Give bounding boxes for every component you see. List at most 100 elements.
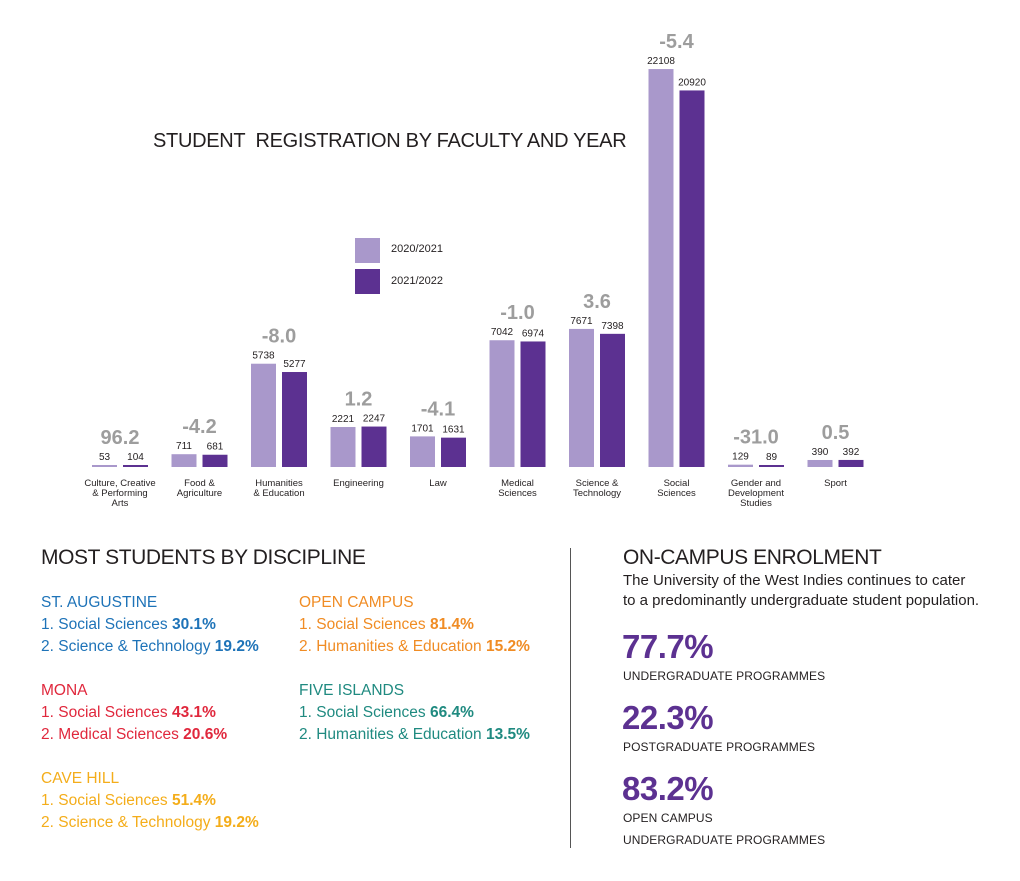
discipline-item: 1. Social Sciences 51.4% [41,792,216,809]
enrolment-intro: The University of the West Indies contin… [623,572,980,609]
stat-open-campus-label: OPEN CAMPUS UNDERGRADUATE PROGRAMMES [623,811,826,847]
bar-2020 [569,328,594,467]
discipline-item: 2. Science & Technology 19.2% [41,638,259,655]
bar-2020 [728,464,753,467]
category-label: Studies [740,498,772,509]
stat-undergraduate-value: 77.7% [622,628,714,665]
enrolment-heading: ON-CAMPUS ENROLMENT [623,546,882,569]
bar-2021 [759,465,784,467]
discipline-item: 2. Medical Sciences 20.6% [41,726,228,743]
category-label: Engineering [333,478,384,489]
category-label: Culture, Creative [84,478,155,489]
value-label-2021: 7398 [601,321,624,332]
value-label-2020: 390 [812,447,829,458]
value-label-2021: 20920 [678,77,706,88]
stat-postgraduate-value: 22.3% [622,699,714,736]
bar-2020 [648,69,674,467]
stat-postgraduate-label: POSTGRADUATE PROGRAMMES [623,740,816,754]
category-label: Science & [576,478,619,489]
chart-title: STUDENT REGISTRATION BY FACULTY AND YEAR [153,130,627,152]
campus-mona: MONA 1. Social Sciences 43.1% 2. Medical… [41,680,227,746]
bar-2021 [520,341,546,467]
bar-2020 [92,465,117,467]
value-label-2021: 1631 [442,425,465,436]
campus-st-augustine: ST. AUGUSTINE 1. Social Sciences 30.1% 2… [41,592,259,658]
campus-name: OPEN CAMPUS [299,594,414,611]
bar-2021 [838,459,864,467]
discipline-item: 2. Humanities & Education 13.5% [299,726,530,743]
legend-label-2021: 2021/2022 [391,275,443,287]
value-label-2020: 53 [99,452,111,463]
bar-2020 [171,454,197,467]
value-label-2020: 129 [732,452,749,463]
bar-2020 [251,363,276,467]
percent-change-label: 1.2 [345,389,373,411]
campus-five-islands: FIVE ISLANDS 1. Social Sciences 66.4% 2.… [299,680,530,746]
campus-name: CAVE HILL [41,770,120,787]
campus-name: ST. AUGUSTINE [41,594,158,611]
discipline-item: 1. Social Sciences 81.4% [299,616,474,633]
value-label-2020: 1701 [411,423,434,434]
value-label-2021: 6974 [522,328,545,339]
category-label: Humanities [255,478,303,489]
bar-2021 [123,465,148,467]
discipline-item: 2. Science & Technology 19.2% [41,814,259,831]
campus-name: MONA [41,682,88,699]
value-label-2021: 681 [207,442,224,453]
percent-change-label: -5.4 [659,31,694,53]
value-label-2020: 711 [176,441,192,452]
percent-change-label: -4.1 [421,398,455,420]
discipline-item: 1. Social Sciences 30.1% [41,616,216,633]
stat-undergraduate-label: UNDERGRADUATE PROGRAMMES [623,669,826,683]
campus-name: FIVE ISLANDS [299,682,405,699]
section-divider [570,548,571,848]
discipline-item: 1. Social Sciences 43.1% [41,704,216,721]
discipline-heading: MOST STUDENTS BY DISCIPLINE [41,546,366,569]
value-label-2021: 5277 [283,359,306,370]
value-label-2020: 2221 [332,414,355,425]
percent-change-label: -31.0 [733,427,779,449]
bar-2021 [361,426,387,467]
campus-cave-hill: CAVE HILL 1. Social Sciences 51.4% 2. Sc… [41,768,259,834]
category-label: Food & [184,478,215,489]
value-label-2020: 22108 [647,56,675,67]
value-label-2020: 7042 [491,327,514,338]
category-label: Technology [573,488,621,499]
bar-2020 [807,459,833,467]
value-label-2021: 104 [127,452,144,463]
legend-label-2020: 2020/2021 [391,243,443,255]
percent-change-label: 96.2 [101,427,140,449]
percent-change-label: 3.6 [583,291,611,313]
category-label: Arts [112,498,129,509]
campus-open-campus: OPEN CAMPUS 1. Social Sciences 81.4% 2. … [299,592,530,658]
discipline-item: 1. Social Sciences 66.4% [299,704,474,721]
stat-open-campus-value: 83.2% [622,770,714,807]
category-label: Sport [824,478,847,489]
value-label-2021: 392 [843,447,860,458]
legend-swatch-2020 [355,238,380,263]
category-label: & Performing [92,488,147,499]
value-label-2020: 5738 [252,351,275,362]
bar-2020 [330,427,356,467]
legend-swatch-2021 [355,269,380,294]
percent-change-label: -1.0 [500,302,534,324]
category-label: & Education [253,488,304,499]
percent-change-label: -4.2 [182,416,216,438]
category-label: Development [728,488,784,499]
value-label-2021: 2247 [363,414,386,425]
bar-2021 [202,454,228,467]
faculty-bar-chart: 53 104 96.2 Culture, Creative& PerformingAr… [84,31,864,509]
percent-change-label: -8.0 [262,326,296,348]
bar-2021 [679,90,705,467]
percent-change-label: 0.5 [822,422,850,444]
value-label-2020: 7671 [570,316,593,327]
category-label: Sciences [657,488,696,499]
bar-2020 [410,436,435,467]
bar-2020 [489,340,515,467]
value-label-2021: 89 [766,452,778,463]
bar-2021 [282,372,307,467]
category-label: Sciences [498,488,537,499]
category-label: Law [429,478,447,489]
category-label: Gender and [731,478,781,489]
bar-2021 [441,437,466,467]
